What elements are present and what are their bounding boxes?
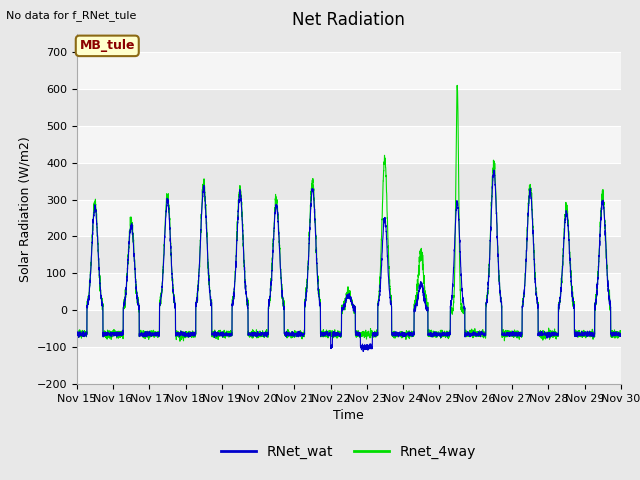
Rnet_4way [502, 333, 509, 339]
Bar [77, 273, 621, 310]
Legend: RNet_wat, Rnet_4way: RNet_wat, Rnet_4way [216, 439, 482, 465]
Rnet_4way [616, 332, 624, 338]
Bar [77, 200, 621, 237]
Bar [77, 126, 621, 163]
RNet_wat [360, 348, 367, 354]
RNet_wat [617, 331, 625, 337]
Rnet_4way [453, 83, 461, 88]
Rnet_4way [171, 299, 179, 305]
RNet_wat [441, 333, 449, 338]
Bar [77, 347, 621, 384]
Bar [77, 237, 621, 273]
Rnet_4way [617, 330, 625, 336]
Bar [77, 52, 621, 89]
RNet_wat [471, 330, 479, 336]
Bar [77, 89, 621, 126]
RNet_wat [490, 167, 498, 173]
Rnet_4way [471, 326, 479, 332]
Rnet_4way [176, 338, 184, 344]
Title: Net Radiation: Net Radiation [292, 11, 405, 29]
Rnet_4way [73, 333, 81, 339]
Line: Rnet_4way: Rnet_4way [77, 85, 621, 341]
RNet_wat [616, 331, 624, 337]
RNet_wat [73, 330, 81, 336]
X-axis label: Time: Time [333, 409, 364, 422]
Rnet_4way [441, 331, 449, 336]
Rnet_4way [329, 332, 337, 337]
Line: RNet_wat: RNet_wat [77, 170, 621, 351]
Bar [77, 163, 621, 200]
Text: MB_tule: MB_tule [79, 39, 135, 52]
Bar [77, 310, 621, 347]
RNet_wat [171, 297, 179, 303]
RNet_wat [502, 333, 509, 338]
Text: No data for f_RNet_tule: No data for f_RNet_tule [6, 10, 137, 21]
RNet_wat [328, 344, 336, 349]
Y-axis label: Solar Radiation (W/m2): Solar Radiation (W/m2) [18, 136, 31, 282]
